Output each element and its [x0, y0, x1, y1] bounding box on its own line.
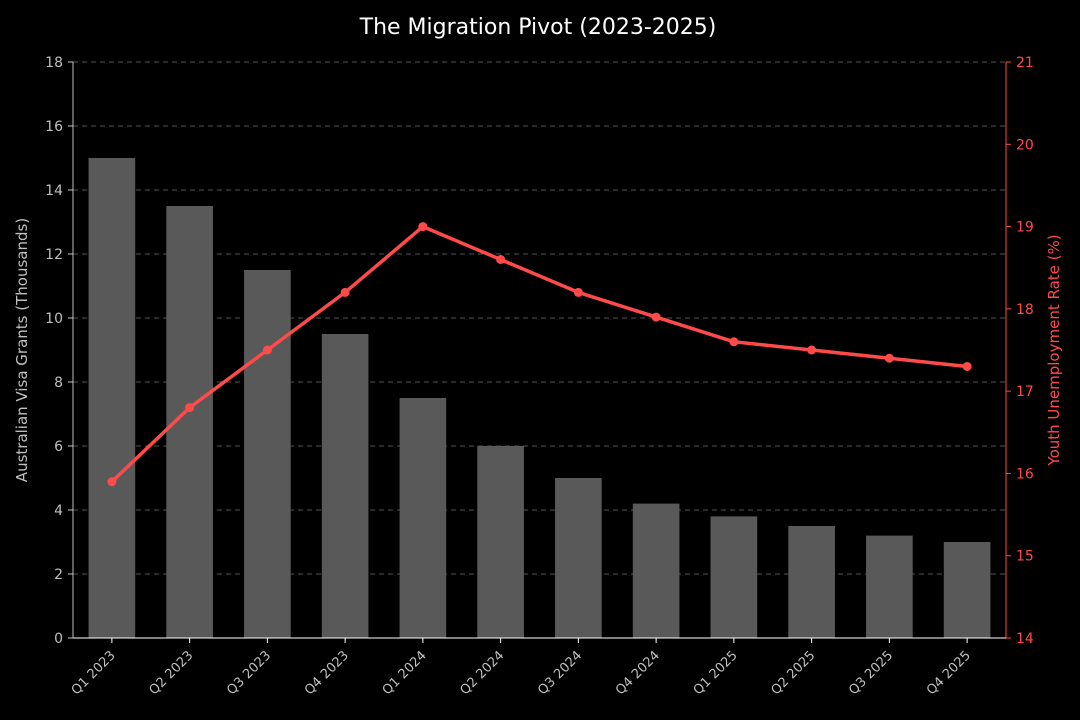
bar	[88, 158, 136, 638]
left-axis-ticks: 0 2 4 6 8 10 12 14 16 18	[45, 55, 73, 647]
left-tick-label: 16	[45, 119, 63, 135]
line-point	[107, 477, 117, 487]
left-tick-label: 8	[54, 375, 63, 391]
bar	[788, 526, 835, 638]
bar	[943, 542, 991, 638]
line-point	[651, 312, 661, 322]
bar	[399, 398, 447, 638]
line-point	[340, 287, 350, 297]
bar	[244, 270, 291, 638]
bar	[555, 478, 602, 638]
line-point	[185, 403, 195, 413]
left-tick-label: 0	[54, 631, 63, 647]
left-tick-label: 12	[45, 247, 63, 263]
left-tick-label: 4	[54, 503, 63, 519]
line-point	[573, 287, 583, 297]
grid	[73, 61, 1006, 575]
line-series	[107, 222, 972, 487]
right-tick-label: 20	[1016, 137, 1034, 153]
bar	[632, 503, 680, 638]
left-tick-label: 10	[45, 311, 63, 327]
right-tick-label: 21	[1016, 55, 1034, 71]
line-point	[884, 353, 894, 363]
line-point	[962, 361, 972, 371]
left-tick-label: 2	[54, 567, 63, 583]
line-point	[729, 337, 739, 347]
line-point	[496, 254, 506, 264]
right-axis-label: Youth Unemployment Rate (%)	[1045, 234, 1063, 466]
right-tick-label: 17	[1016, 384, 1034, 400]
axes	[72, 62, 1007, 639]
chart-title: The Migration Pivot (2023-2025)	[359, 15, 717, 40]
line-point	[807, 345, 817, 355]
line-series-path	[110, 224, 969, 484]
bar	[866, 535, 913, 638]
bar	[710, 516, 758, 638]
right-tick-label: 19	[1016, 220, 1034, 236]
line-point	[262, 345, 272, 355]
right-tick-label: 16	[1016, 466, 1034, 482]
bar	[321, 334, 369, 638]
left-tick-label: 14	[45, 183, 63, 199]
right-tick-label: 18	[1016, 302, 1034, 318]
left-tick-label: 18	[45, 55, 63, 71]
right-tick-label: 14	[1016, 631, 1034, 647]
bar	[477, 446, 524, 638]
right-tick-label: 15	[1016, 549, 1034, 565]
right-axis-ticks: 14 15 16 17 18 19 20 21	[1006, 55, 1034, 647]
line-point	[418, 222, 428, 232]
left-tick-label: 6	[54, 439, 63, 455]
left-axis-label: Australian Visa Grants (Thousands)	[13, 218, 31, 482]
